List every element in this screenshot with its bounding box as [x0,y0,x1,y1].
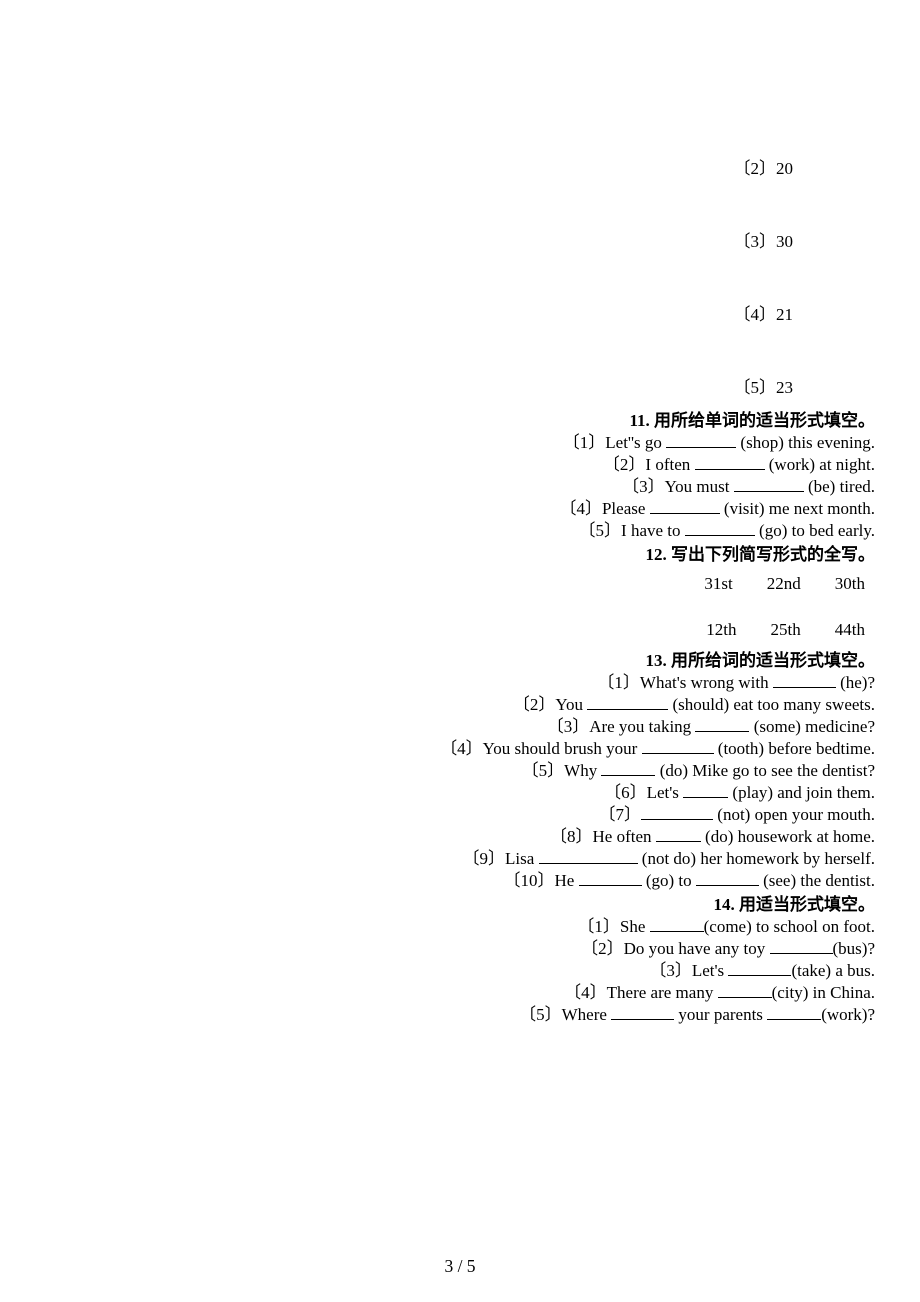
s12-r1-a: 31st [704,574,732,594]
numlabel-5: 〔5〕23 [734,373,794,398]
exercise-line: 〔8〕He often (do) housework at home. [45,826,875,848]
section11-items: 〔1〕Let''s go (shop) this evening.〔2〕I of… [45,432,875,542]
s12-r1-c: 30th [835,574,865,594]
exercise-line: 〔9〕Lisa (not do) her homework by herself… [45,848,875,870]
s12-r2-a: 12th [706,620,736,640]
section14-items: 〔1〕She (come) to school on foot.〔2〕Do yo… [45,916,875,1026]
exercise-line: 〔10〕He (go) to (see) the dentist. [45,870,875,892]
section12-title: 12. 写出下列简写形式的全写。 [45,544,875,566]
section12-row2: 12th 25th 44th [45,620,875,640]
numlabel-2: 〔2〕20 [734,154,794,179]
exercise-line: 〔3〕You must (be) tired. [45,476,875,498]
number-row-2: 〔2〕20 [45,154,875,179]
blank-row-top [45,100,875,118]
exercise-line: 〔4〕Please (visit) me next month. [45,498,875,520]
numlabel-4: 〔4〕21 [734,300,794,325]
exercise-line: 〔2〕I often (work) at night. [45,454,875,476]
s12-r2-c: 44th [835,620,865,640]
section12-row1: 31st 22nd 30th [45,574,875,594]
number-row-3: 〔3〕30 [45,227,875,252]
s12-r2-b: 25th [771,620,801,640]
section14-title: 14. 用适当形式填空。 [45,894,875,916]
numlabel-3: 〔3〕30 [734,227,794,252]
section13-items: 〔1〕What's wrong with (he)?〔2〕You (should… [45,672,875,892]
section11-title: 11. 用所给单词的适当形式填空。 [45,410,875,432]
exercise-line: 〔4〕There are many (city) in China. [45,982,875,1004]
exercise-line: 〔2〕Do you have any toy (bus)? [45,938,875,960]
exercise-line: 〔5〕I have to (go) to bed early. [45,520,875,542]
exercise-line: 〔5〕Why (do) Mike go to see the dentist? [45,760,875,782]
exercise-line: 〔5〕Where your parents (work)? [45,1004,875,1026]
exercise-line: 〔1〕What's wrong with (he)? [45,672,875,694]
exercise-line: 〔3〕Let's (take) a bus. [45,960,875,982]
number-row-4: 〔4〕21 [45,300,875,325]
exercise-line: 〔4〕You should brush your (tooth) before … [45,738,875,760]
s12-r1-b: 22nd [767,574,801,594]
page-container: 〔2〕20 〔3〕30 〔4〕21 〔5〕23 11. 用所给单词的适当形式填空… [0,0,920,1026]
exercise-line: 〔1〕Let''s go (shop) this evening. [45,432,875,454]
number-row-5: 〔5〕23 [45,373,875,398]
section13-title: 13. 用所给词的适当形式填空。 [45,650,875,672]
exercise-line: 〔7〕 (not) open your mouth. [45,804,875,826]
page-footer: 3 / 5 [0,1256,920,1277]
exercise-line: 〔2〕You (should) eat too many sweets. [45,694,875,716]
exercise-line: 〔3〕Are you taking (some) medicine? [45,716,875,738]
exercise-line: 〔1〕She (come) to school on foot. [45,916,875,938]
exercise-line: 〔6〕Let's (play) and join them. [45,782,875,804]
